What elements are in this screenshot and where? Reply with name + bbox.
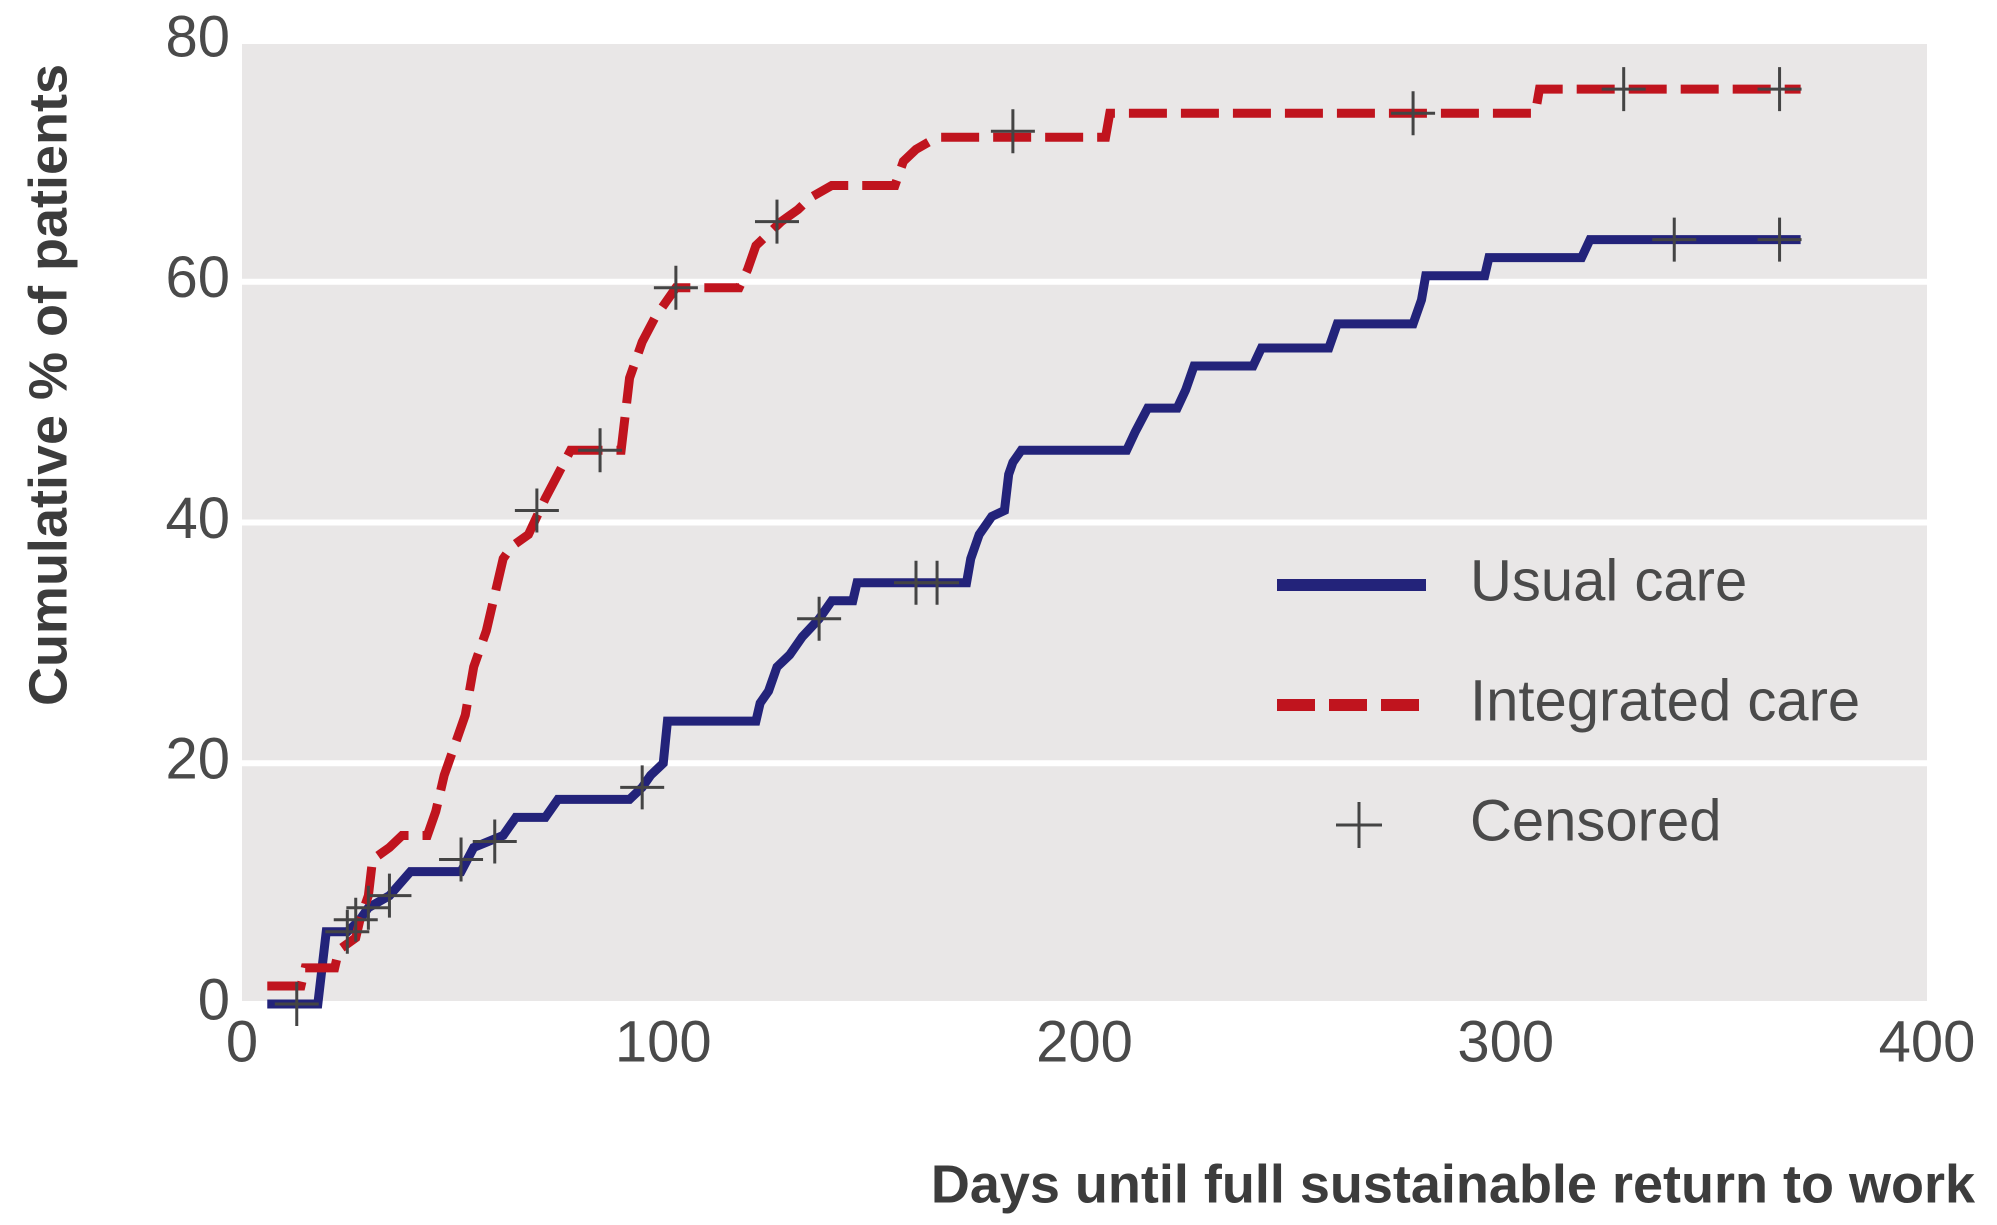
censored-mark <box>620 765 665 810</box>
legend-label: Integrated care <box>1470 668 1860 733</box>
series-line <box>267 235 1801 1009</box>
x-axis-title: Days until full sustainable return to wo… <box>931 1154 1976 1214</box>
censored-mark <box>274 982 319 1026</box>
x-tick-label: 300 <box>1457 1009 1554 1074</box>
y-axis-title: Cumulative % of patients <box>18 64 78 706</box>
censored-mark <box>325 909 370 954</box>
censored-mark <box>1391 91 1436 136</box>
censored-mark <box>367 873 412 918</box>
censored-mark <box>990 109 1035 154</box>
x-tick-label: 0 <box>226 1009 258 1074</box>
censored-mark <box>439 837 484 882</box>
censored-mark <box>1652 217 1697 262</box>
censored-mark <box>1601 67 1646 112</box>
y-tick-label: 80 <box>165 4 230 69</box>
censored-mark <box>346 885 391 930</box>
legend-marker <box>1336 802 1382 848</box>
censored-mark <box>915 560 960 605</box>
censored-mark <box>797 596 842 641</box>
censored-mark <box>333 897 378 942</box>
y-tick-label: 0 <box>198 967 230 1032</box>
censored-mark <box>754 199 799 244</box>
x-tick-label: 200 <box>1036 1009 1133 1074</box>
legend-label: Usual care <box>1470 548 1747 613</box>
censored-mark <box>1757 217 1802 262</box>
censored-mark <box>1757 67 1802 112</box>
y-tick-label: 20 <box>165 727 230 792</box>
x-tick-label: 100 <box>615 1009 712 1074</box>
censored-mark <box>514 488 559 533</box>
censored-mark <box>653 265 698 310</box>
legend-label: Censored <box>1470 788 1721 853</box>
y-tick-label: 40 <box>165 486 230 551</box>
y-tick-label: 60 <box>165 245 230 310</box>
series-line <box>267 84 1801 991</box>
x-tick-label: 400 <box>1879 1009 1976 1074</box>
censored-mark <box>578 428 623 473</box>
censored-mark <box>472 819 517 864</box>
